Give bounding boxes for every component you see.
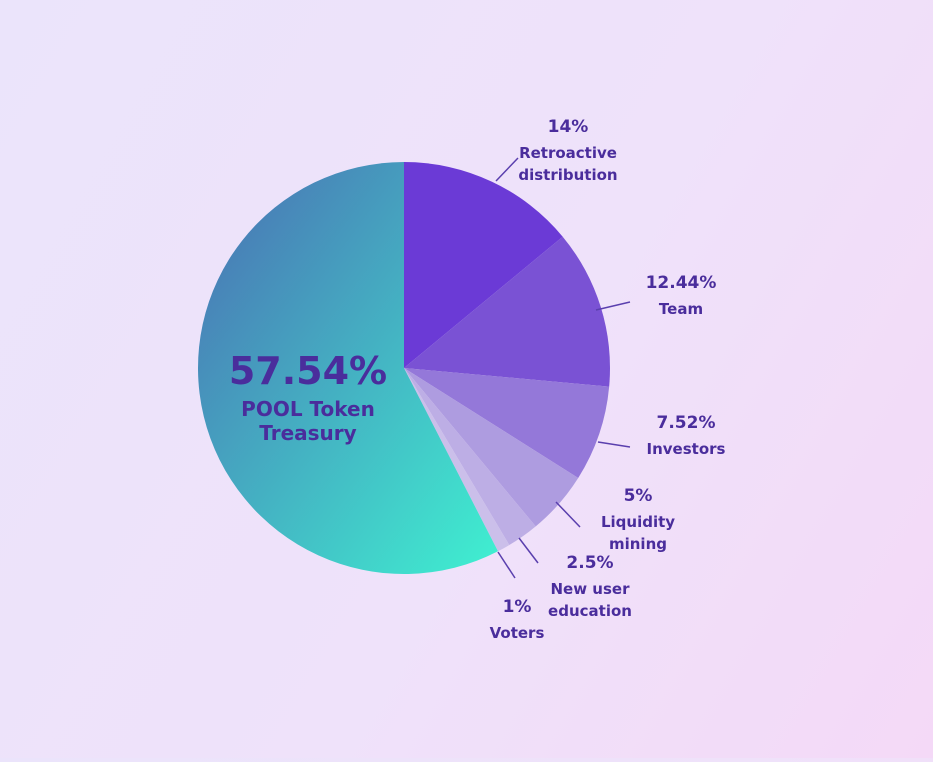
pie-slice-team [404,236,610,387]
leader-line-new-user-education [518,537,539,564]
slice-label-liquidity-mining-line-1: Liquidity [601,513,675,531]
slice-percent-pool-token-treasury: 57.54% [229,349,387,393]
slice-label-new-user-education-line-2: education [548,602,632,620]
pie-slice-new-user-education [404,368,536,546]
leader-line-retroactive-distribution [495,157,519,182]
slice-label-retroactive-distribution-line-2: distribution [518,166,617,184]
pie-slice-liquidity-mining [404,368,579,527]
slice-label-retroactive-distribution-line-1: Retroactive [519,144,617,162]
leader-line-investors [597,441,631,448]
slice-label-pool-token-treasury-line-1: POOL Token [241,397,375,421]
pie-slice-voters [404,368,510,552]
slice-label-pool-token-treasury-line-2: Treasury [259,421,356,445]
leader-line-liquidity-mining [555,501,581,528]
leader-line-voters [497,551,516,579]
pie-slice-retroactive-distribution [404,162,563,368]
slice-percent-voters: 1% [503,597,532,617]
pie-slice-investors [404,368,610,478]
slice-label-investors-line-1: Investors [647,440,726,458]
leader-line-team [595,301,631,311]
slice-percent-retroactive-distribution: 14% [548,117,589,137]
slice-label-liquidity-mining-line-2: mining [609,535,667,553]
pie-slice-pool-token-treasury [198,162,498,574]
slice-label-new-user-education-line-1: New user [551,580,631,598]
slice-percent-liquidity-mining: 5% [624,486,653,506]
slice-label-team-line-1: Team [659,300,703,318]
slice-label-voters-line-1: Voters [490,624,545,642]
slice-percent-team: 12.44% [646,273,717,293]
slice-percent-investors: 7.52% [657,413,716,433]
slice-percent-new-user-education: 2.5% [566,553,613,573]
